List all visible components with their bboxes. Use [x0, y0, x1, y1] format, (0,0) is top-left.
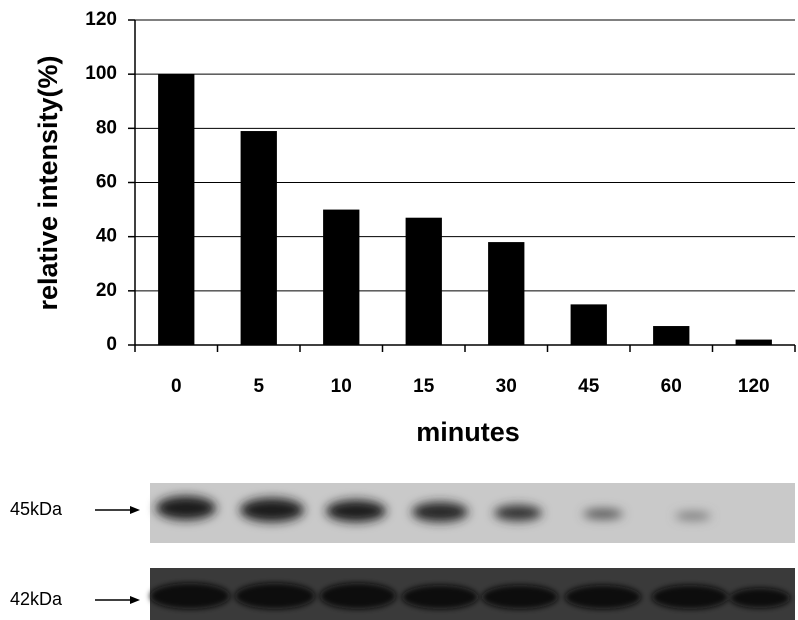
y-tick-label: 40 [96, 226, 117, 247]
bar [736, 340, 772, 345]
blot-label: 42kDa [10, 589, 63, 609]
blot-label: 45kDa [10, 499, 63, 519]
bar [323, 210, 359, 345]
bar [571, 304, 607, 345]
arrow [95, 506, 140, 514]
y-tick-label: 100 [85, 63, 117, 84]
x-tick-label: 120 [738, 376, 770, 397]
bar [653, 326, 689, 345]
bar [158, 74, 194, 345]
x-tick-label: 45 [578, 376, 600, 397]
x-tick-label: 30 [496, 376, 517, 397]
x-tick-label: 15 [413, 376, 435, 397]
x-tick-label: 5 [253, 376, 264, 397]
y-tick-label: 0 [106, 334, 117, 355]
y-tick-label: 120 [85, 9, 117, 30]
figure: relative intensity(%) minutes 45kDa [0, 0, 798, 620]
x-tick-label: 0 [171, 376, 182, 397]
arrow [95, 596, 140, 604]
bar [241, 131, 277, 345]
x-tick-label: 10 [331, 376, 352, 397]
y-axis-title: relative intensity(%) [33, 55, 63, 310]
y-tick-label: 60 [96, 172, 117, 193]
y-tick-label: 80 [96, 117, 117, 138]
x-axis-title: minutes [416, 417, 520, 447]
blot-42kda [150, 568, 795, 620]
bar [406, 218, 442, 345]
y-tick-label: 20 [96, 280, 117, 301]
bar [488, 242, 524, 345]
x-tick-label: 60 [661, 376, 682, 397]
blot-45kda [150, 483, 795, 543]
